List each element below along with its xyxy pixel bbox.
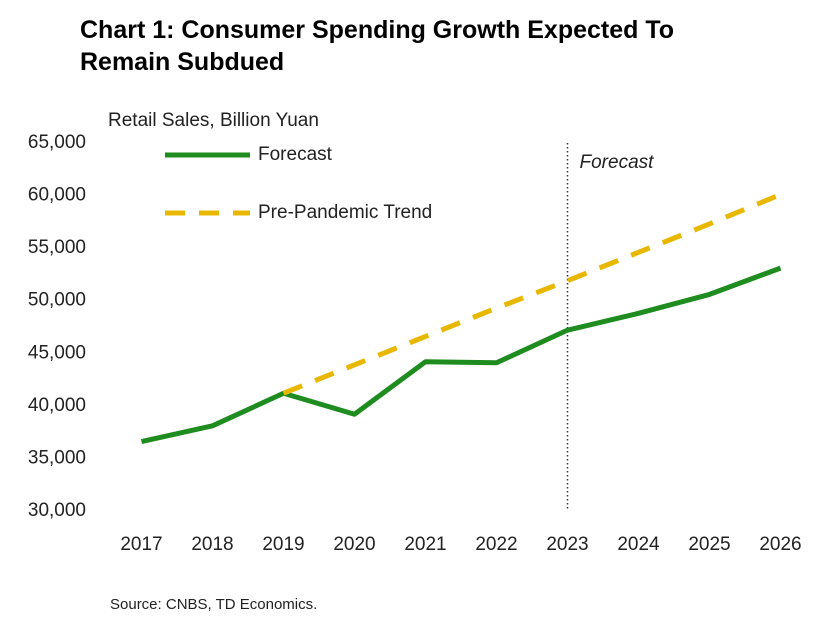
y-tick-label: 60,000 [28,185,86,206]
x-tick-label: 2022 [475,534,517,555]
series-line [282,192,782,396]
y-tick-label: 50,000 [28,290,86,311]
legend-label: Pre-Pandemic Trend [258,202,432,223]
y-tick-label: 40,000 [28,395,86,416]
y-axis-label: Retail Sales, Billion Yuan [108,110,319,131]
series-line [140,265,782,445]
legend-label: Forecast [258,144,333,165]
x-tick-label: 2020 [333,534,375,555]
chart-title: Chart 1: Consumer Spending Growth Expect… [80,16,675,76]
y-tick-label: 35,000 [28,447,86,468]
annotation: Forecast [580,152,655,173]
y-tick-label: 65,000 [28,132,86,153]
x-tick-label: 2017 [120,534,162,555]
x-tick-label: 2026 [759,534,801,555]
x-tick-label: 2021 [404,534,446,555]
y-tick-label: 55,000 [28,237,86,258]
y-tick-label: 30,000 [28,500,86,521]
x-tick-label: 2024 [617,534,660,555]
x-tick-label: 2025 [688,534,730,555]
x-tick-label: 2018 [191,534,233,555]
x-tick-label: 2019 [262,534,304,555]
x-tick-label: 2023 [546,534,588,555]
source: Source: CNBS, TD Economics. [110,596,317,613]
y-tick-label: 45,000 [28,342,86,363]
